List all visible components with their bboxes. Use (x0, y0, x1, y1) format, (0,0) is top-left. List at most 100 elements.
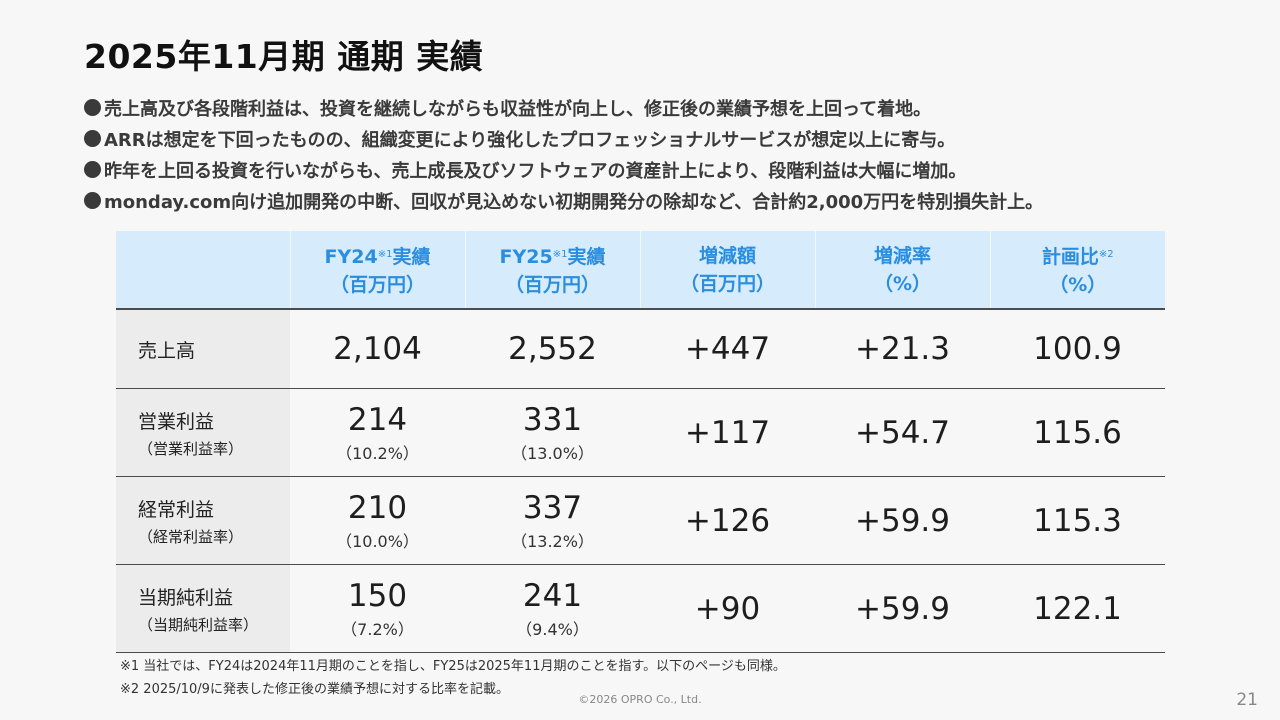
header-fy24-main: FY24 (324, 245, 378, 268)
header-fy24-after: 実績 (392, 245, 431, 268)
copyright: ©2026 OPRO Co., Ltd. (578, 693, 702, 706)
cell-diff: +90 (640, 564, 815, 653)
cell-diff-value: +126 (684, 502, 771, 539)
header-rate-main: 増減率 (873, 244, 931, 267)
row-label-main: 営業利益 (138, 410, 215, 433)
header-diff-unit: （百万円） (679, 272, 775, 295)
bullet-dot-icon (84, 161, 101, 178)
bullet-dot-icon (84, 130, 101, 147)
cell-rate: +54.7 (815, 388, 990, 477)
header-fy25-note: ※1 (552, 248, 568, 260)
cell-diff-value: +90 (694, 590, 761, 627)
row-label: 経常利益 （経常利益率） (116, 476, 290, 565)
header-fy24: FY24※1実績 （百万円） (290, 231, 466, 310)
cell-fy24: 150 （7.2%） (290, 564, 465, 653)
cell-fy25-margin: （13.2%） (511, 531, 594, 551)
cell-plan-value: 100.9 (1033, 331, 1122, 367)
cell-diff: +117 (640, 388, 815, 477)
cell-rate-value: +59.9 (855, 590, 950, 627)
cell-rate-value: +59.9 (855, 502, 950, 539)
cell-plan: 100.9 (990, 309, 1165, 389)
bullet-dot-icon (84, 99, 101, 116)
footnote-1: ※1 当社では、FY24は2024年11月期のことを指し、FY25は2025年1… (120, 659, 786, 674)
row-label-main: 経常利益 (138, 498, 215, 521)
header-diff-main: 増減額 (698, 244, 756, 267)
table-row: 営業利益 （営業利益率） 214 （10.2%） 331 （13.0%） +117 +… (116, 388, 1165, 477)
bullet-text: 売上高及び各段階利益は、投資を継続しながらも収益性が向上し、修正後の業績予想を上… (104, 98, 932, 120)
cell-fy25-margin: （13.0%） (511, 443, 594, 463)
table-row: 当期純利益 （当期純利益率） 150 （7.2%） 241 （9.4%） +90 +5… (116, 564, 1165, 653)
bullet-item: 売上高及び各段階利益は、投資を継続しながらも収益性が向上し、修正後の業績予想を上… (84, 92, 1264, 123)
header-rate-unit: （%） (873, 272, 932, 295)
row-label: 営業利益 （営業利益率） (116, 388, 290, 477)
row-label: 売上高 (116, 309, 290, 389)
cell-plan: 115.3 (990, 476, 1165, 565)
header-plan-main: 計画比 (1041, 245, 1099, 268)
cell-fy24-margin: （7.2%） (341, 619, 414, 639)
row-label-sub: （当期純利益率） (138, 615, 259, 634)
row-label-sub: （経常利益率） (138, 527, 244, 546)
row-label-main: 売上高 (138, 339, 196, 362)
footnote-2: ※2 2025/10/9に発表した修正後の業績予想に対する比率を記載。 (120, 682, 509, 697)
cell-rate: +59.9 (815, 476, 990, 565)
row-label: 当期純利益 （当期純利益率） (116, 564, 290, 653)
cell-rate-value: +21.3 (855, 331, 950, 367)
cell-diff: +447 (640, 309, 815, 389)
cell-diff: +126 (640, 476, 815, 565)
page-title: 2025年11月期 通期 実績 (84, 37, 484, 76)
header-plan-note: ※2 (1098, 248, 1114, 260)
cell-fy24-value: 2,104 (333, 331, 422, 367)
bullet-dot-icon (84, 192, 101, 209)
table-row: 経常利益 （経常利益率） 210 （10.0%） 337 （13.2%） +126 +… (116, 476, 1165, 565)
cell-fy24-margin: （10.2%） (336, 443, 419, 463)
bullet-list: 売上高及び各段階利益は、投資を継続しながらも収益性が向上し、修正後の業績予想を上… (84, 92, 1264, 216)
cell-plan-value: 115.3 (1033, 502, 1122, 539)
cell-fy25-value: 331 (522, 401, 583, 438)
table-row: 売上高 2,104 2,552 +447 +21.3 100.9 (116, 309, 1165, 389)
bullet-text: monday.com向け追加開発の中断、回収が見込めない初期開発分の除却など、合… (104, 191, 1044, 213)
cell-plan: 115.6 (990, 388, 1165, 477)
header-rate: 増減率 （%） (815, 231, 991, 310)
cell-fy25: 337 （13.2%） (465, 476, 640, 565)
header-corner (116, 231, 291, 310)
cell-fy24-margin: （10.0%） (336, 531, 419, 551)
cell-fy24-value: 214 (347, 401, 408, 438)
results-table: FY24※1実績 （百万円） FY25※1実績 （百万円） 増減額 （百万円） … (116, 231, 1165, 653)
header-fy25-unit: （百万円） (504, 273, 600, 296)
cell-fy25-value: 241 (522, 577, 583, 614)
header-plan: 計画比※2 （%） (990, 231, 1165, 310)
header-plan-unit: （%） (1049, 273, 1107, 296)
cell-rate: +21.3 (815, 309, 990, 389)
cell-fy25-value: 2,552 (508, 331, 597, 367)
cell-fy25-margin: （9.4%） (516, 619, 589, 639)
header-fy25: FY25※1実績 （百万円） (465, 231, 641, 310)
header-fy24-unit: （百万円） (329, 273, 425, 296)
bullet-text: 昨年を上回る投資を行いながらも、売上成長及びソフトウェアの資産計上により、段階利… (104, 160, 967, 182)
row-label-sub: （営業利益率） (138, 439, 244, 458)
cell-plan-value: 115.6 (1033, 414, 1122, 451)
cell-fy24: 214 （10.2%） (290, 388, 465, 477)
cell-fy24: 210 （10.0%） (290, 476, 465, 565)
cell-fy25: 331 （13.0%） (465, 388, 640, 477)
cell-rate: +59.9 (815, 564, 990, 653)
row-label-main: 当期純利益 (138, 586, 234, 609)
cell-plan: 122.1 (990, 564, 1165, 653)
header-fy24-note: ※1 (377, 248, 393, 260)
cell-fy24-value: 210 (347, 489, 408, 526)
cell-fy25: 2,552 (465, 309, 640, 389)
cell-fy25-value: 337 (522, 489, 583, 526)
cell-plan-value: 122.1 (1033, 590, 1122, 627)
cell-diff-value: +117 (684, 414, 771, 451)
bullet-text: ARRは想定を下回ったものの、組織変更により強化したプロフェッショナルサービスが… (104, 129, 956, 151)
cell-fy25: 241 （9.4%） (465, 564, 640, 653)
cell-fy24-value: 150 (347, 577, 408, 614)
cell-rate-value: +54.7 (855, 414, 950, 451)
footnotes: ※1 当社では、FY24は2024年11月期のことを指し、FY25は2025年1… (120, 655, 786, 701)
header-fy25-after: 実績 (567, 245, 606, 268)
cell-diff-value: +447 (684, 331, 771, 367)
cell-fy24: 2,104 (290, 309, 465, 389)
page-number: 21 (1236, 690, 1258, 710)
bullet-item: monday.com向け追加開発の中断、回収が見込めない初期開発分の除却など、合… (84, 185, 1264, 216)
table-header-row: FY24※1実績 （百万円） FY25※1実績 （百万円） 増減額 （百万円） … (116, 231, 1165, 310)
header-diff: 増減額 （百万円） (640, 231, 816, 310)
